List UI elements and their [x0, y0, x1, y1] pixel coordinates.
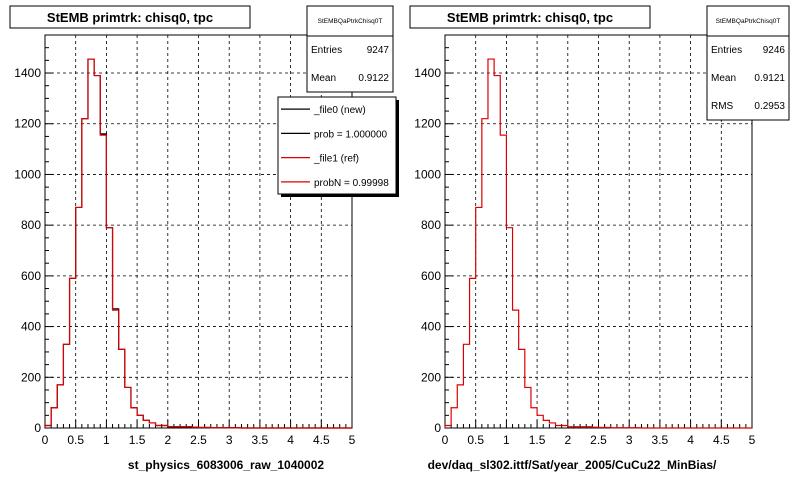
- stats-box-frame: [306, 5, 394, 93]
- x-axis-label: dev/daq_sl302.ittf/Sat/year_2005/CuCu22_…: [428, 458, 717, 472]
- y-tick-label: 600: [21, 269, 41, 283]
- x-tick-label: 1: [503, 433, 510, 447]
- chart-title: StEMB primtrk: chisq0, tpc: [47, 10, 213, 25]
- x-tick-label: 1.5: [529, 433, 546, 447]
- stats-label: Mean: [311, 73, 336, 84]
- stats-box-name: StEMBQaPtrkChisq0T: [716, 18, 781, 25]
- x-tick-label: 0: [42, 433, 49, 447]
- y-tick-label: 1200: [14, 117, 41, 131]
- x-tick-label: 0.5: [467, 433, 484, 447]
- y-tick-label: 200: [421, 370, 441, 384]
- y-tick-label: 200: [21, 370, 41, 384]
- x-tick-label: 3.5: [652, 433, 669, 447]
- y-tick-label: 0: [34, 421, 41, 435]
- x-tick-label: 0.5: [67, 433, 84, 447]
- legend-label: _file0 (new): [313, 105, 366, 116]
- x-tick-label: 3.5: [252, 433, 269, 447]
- y-tick-label: 1400: [14, 66, 41, 80]
- histogram-series-0: [444, 58, 752, 429]
- stats-value: 9247: [367, 45, 390, 56]
- legend-label: prob = 1.000000: [314, 129, 388, 140]
- legend-label: _file1 (ref): [313, 154, 359, 165]
- x-tick-label: 4.5: [713, 433, 730, 447]
- y-tick-label: 600: [421, 269, 441, 283]
- x-tick-label: 5: [349, 433, 356, 447]
- stats-label: Mean: [711, 73, 736, 84]
- x-tick-label: 4: [287, 433, 294, 447]
- stats-box: StEMBQaPtrkChisq0T Entries 9247 Mean 0.9122: [306, 5, 394, 93]
- x-tick-label: 4.5: [313, 433, 330, 447]
- y-tick-label: 800: [21, 218, 41, 232]
- plot-frame: [44, 34, 353, 429]
- x-tick-label: 0: [442, 433, 449, 447]
- y-tick-label: 800: [421, 218, 441, 232]
- chart-title: StEMB primtrk: chisq0, tpc: [447, 10, 613, 25]
- stats-value: 0.2953: [754, 101, 785, 112]
- x-tick-label: 1: [103, 433, 110, 447]
- y-tick-label: 400: [21, 320, 41, 334]
- x-tick-label: 2: [564, 433, 571, 447]
- stats-label: RMS: [711, 101, 734, 112]
- title-box: [409, 5, 651, 29]
- y-tick-label: 1200: [414, 117, 441, 131]
- legend: _file0 (new) prob = 1.000000 _file1 (ref) p…: [277, 96, 399, 197]
- right-histogram-panel: StEMB primtrk: chisq0, tpc dev/daq_sl302…: [409, 5, 790, 472]
- x-axis-label: st_physics_6083006_raw_1040002: [128, 458, 324, 472]
- x-tick-label: 2.5: [590, 433, 607, 447]
- stats-value: 9246: [763, 45, 786, 56]
- y-tick-label: 0: [434, 421, 441, 435]
- stats-label: Entries: [711, 45, 742, 56]
- left-histogram-panel: StEMB primtrk: chisq0, tpc st_physics_60…: [9, 5, 399, 472]
- y-tick-label: 1000: [14, 167, 41, 181]
- stats-value: 0.9121: [754, 73, 785, 84]
- legend-label: probN = 0.99998: [314, 178, 389, 189]
- stats-value: 0.9122: [358, 73, 389, 84]
- histogram-series-1: [44, 58, 352, 429]
- stats-box-name: StEMBQaPtrkChisq0T: [318, 18, 383, 25]
- x-tick-label: 2.5: [190, 433, 207, 447]
- y-tick-label: 1400: [414, 66, 441, 80]
- x-tick-label: 4: [687, 433, 694, 447]
- y-tick-label: 1000: [414, 167, 441, 181]
- plot-frame: [444, 34, 753, 429]
- x-tick-label: 3: [226, 433, 233, 447]
- stats-box-frame: [706, 5, 790, 121]
- legend-frame: [277, 96, 397, 195]
- stats-box: StEMBQaPtrkChisq0T Entries 9246 Mean 0.9121 R…: [706, 5, 790, 121]
- x-tick-label: 1.5: [129, 433, 146, 447]
- x-tick-label: 2: [164, 433, 171, 447]
- title-box: [9, 5, 251, 29]
- y-tick-label: 400: [421, 320, 441, 334]
- x-tick-label: 5: [749, 433, 756, 447]
- stats-label: Entries: [311, 45, 342, 56]
- x-tick-label: 3: [626, 433, 633, 447]
